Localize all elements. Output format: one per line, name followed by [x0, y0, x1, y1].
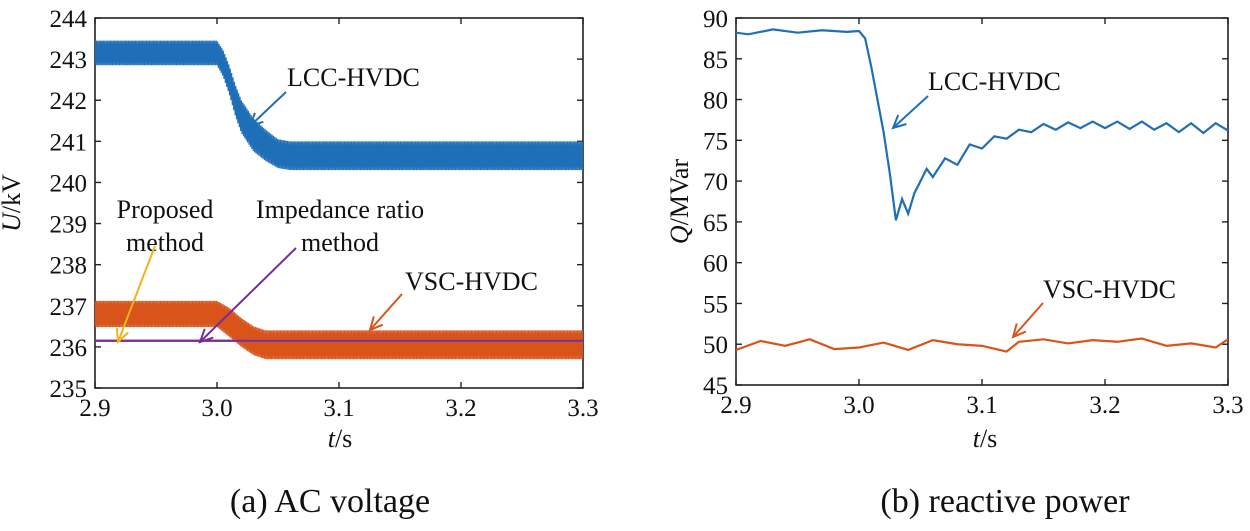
y-tick-label: 70: [703, 169, 728, 196]
annotation-arrow: [892, 95, 929, 129]
annotation-label: VSC-HVDC: [405, 267, 538, 296]
panel-caption: (b) reactive power: [880, 483, 1130, 520]
annotation-line: VSC-HVDC: [405, 267, 538, 296]
y-axis-var: Q: [665, 225, 694, 244]
annotation-arrowhead: [1011, 323, 1027, 339]
annotation-label: VSC-HVDC: [1043, 275, 1176, 304]
annotation-label: Proposed method: [117, 195, 214, 257]
x-tick-label: 3.3: [1212, 392, 1243, 419]
annotation-line: LCC-HVDC: [287, 63, 420, 92]
panel-ac-voltage: 2.9 3.0 3.1 3.2 3.3 235 236 237 238 239 240 241 242 2…: [0, 6, 599, 520]
series-vsc-hvdc: [736, 337, 1228, 353]
panel-reactive-power: 2.9 3.0 3.1 3.2 3.3 45 50 55 60 65 70 75 80 85 90 LCC-H…: [665, 6, 1244, 520]
y-tick-label: 65: [703, 210, 728, 237]
y-tick-label: 90: [703, 6, 728, 33]
y-tick-label: 85: [703, 47, 728, 74]
y-tick-label: 239: [50, 212, 88, 239]
annotation-arrowhead: [368, 316, 384, 332]
annotation-line: method: [301, 228, 379, 257]
y-tick-label: 243: [50, 47, 88, 74]
y-tick-label: 236: [50, 335, 88, 362]
y-axis-label: Q/MVar: [665, 159, 694, 245]
y-tick-label: 50: [703, 332, 728, 359]
annotation-line: Proposed: [117, 195, 214, 224]
annotation-label: LCC-HVDC: [928, 67, 1061, 96]
series-vsc-hvdc: [95, 300, 583, 360]
y-tick-label: 242: [50, 88, 88, 115]
y-axis-unit: /kV: [0, 174, 26, 213]
panel-caption: (a) AC voltage: [230, 483, 430, 520]
y-tick-label: 235: [50, 376, 88, 403]
y-axis-unit: /MVar: [665, 159, 694, 226]
x-axis-unit: /s: [335, 424, 352, 453]
x-axis-var: t: [328, 424, 336, 453]
annotation-arrowhead: [198, 328, 214, 344]
y-tick-label: 80: [703, 88, 728, 115]
x-tick-label: 3.2: [445, 395, 476, 422]
x-tick-label: 3.1: [966, 392, 997, 419]
x-tick-label: 3.1: [323, 395, 354, 422]
annotation-arrow: [369, 293, 403, 331]
annotation-arrowhead: [115, 327, 129, 345]
y-tick-label: 60: [703, 251, 728, 278]
annotation-arrow: [249, 91, 287, 127]
annotation-line: VSC-HVDC: [1043, 275, 1176, 304]
x-tick-label: 2.9: [720, 392, 751, 419]
annotation-label: Impedance ratio method: [256, 195, 424, 257]
y-axis-var: U: [0, 211, 26, 232]
series-lcc-hvdc: [736, 28, 1228, 221]
x-tick-label: 3.3: [567, 395, 598, 422]
y-tick-label: 244: [50, 6, 88, 33]
y-tick-label: 237: [50, 294, 88, 321]
x-tick-label: 2.9: [79, 395, 110, 422]
y-tick-label: 240: [50, 170, 88, 197]
annotation-arrow: [1012, 302, 1044, 338]
series-lcc-hvdc: [95, 40, 583, 171]
y-tick-label: 75: [703, 128, 728, 155]
x-axis-label: t/s: [328, 424, 353, 453]
annotation-arrowhead: [248, 112, 264, 128]
x-tick-label: 3.0: [201, 395, 232, 422]
y-tick-label: 55: [703, 291, 728, 318]
y-tick-label: 45: [703, 373, 728, 400]
annotation-label: LCC-HVDC: [287, 63, 420, 92]
x-tick-label: 3.2: [1089, 392, 1120, 419]
x-tick-label: 3.0: [843, 392, 874, 419]
annotation-line: Impedance ratio: [256, 195, 424, 224]
y-tick-label: 241: [50, 129, 88, 156]
annotation-line: method: [126, 228, 204, 257]
y-axis-label: U/kV: [0, 174, 26, 232]
y-tick-label: 238: [50, 253, 88, 280]
x-axis-unit: /s: [980, 424, 997, 453]
annotation-arrow: [117, 245, 156, 343]
x-axis-label: t/s: [973, 424, 998, 453]
annotation-line: LCC-HVDC: [928, 67, 1061, 96]
annotation-arrow: [199, 247, 297, 343]
annotation-arrowhead: [891, 114, 907, 130]
x-axis-var: t: [973, 424, 981, 453]
